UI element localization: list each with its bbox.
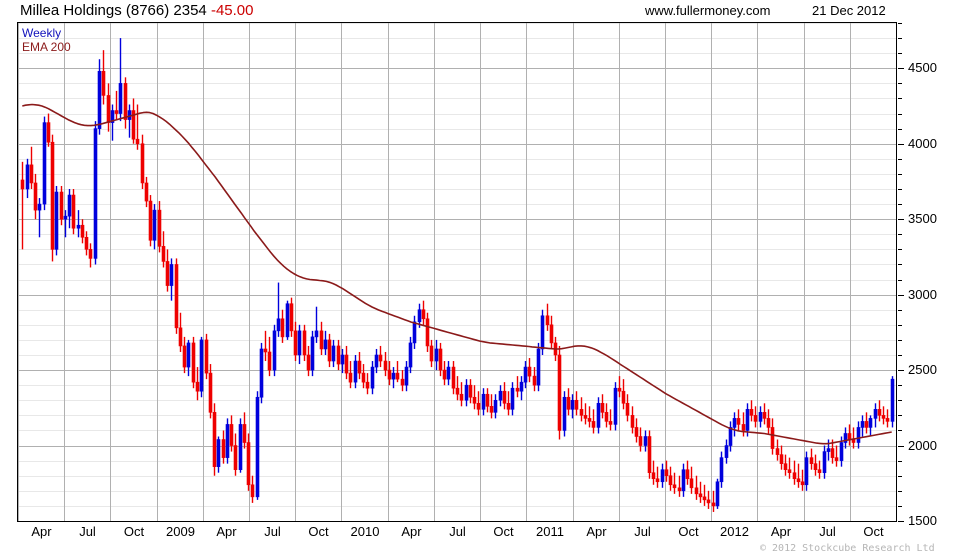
x-axis-label: Oct (308, 524, 329, 539)
y-axis-tick (898, 68, 904, 70)
legend-item-weekly: Weekly (22, 26, 62, 40)
price-change: -45.00 (210, 2, 254, 19)
y-axis-label: 4000 (908, 135, 937, 151)
x-axis-label: 2012 (720, 524, 749, 539)
x-axis-label: Jul (449, 524, 466, 539)
page-title: Millea Holdings (8766) 2354 -45.00 (20, 2, 254, 19)
y-axis-tick (898, 249, 902, 251)
x-axis-label: Apr (586, 524, 607, 539)
y-axis-tick (898, 521, 904, 522)
x-axis-label: Oct (678, 524, 699, 539)
y-axis-tick (898, 370, 904, 372)
y-axis-tick (898, 113, 902, 115)
copyright-notice: © 2012 Stockcube Research Ltd (760, 543, 935, 554)
x-axis-label: Jul (264, 524, 281, 539)
y-axis-label: 1500 (908, 513, 937, 528)
x-axis-label: Jul (634, 524, 651, 539)
y-axis-tick (898, 294, 904, 296)
chart-legend: Weekly EMA 200 (22, 26, 71, 54)
y-axis-label: 2500 (908, 362, 937, 378)
y-axis-tick (898, 53, 902, 55)
y-axis-tick (898, 264, 902, 266)
y-axis-tick (898, 128, 902, 130)
x-axis-label: 2009 (166, 524, 195, 539)
x-axis-label: Jul (819, 524, 836, 539)
y-axis-tick (898, 98, 902, 100)
y-axis-label: 2000 (908, 437, 937, 453)
x-axis-label: Jul (79, 524, 96, 539)
y-axis-tick (898, 430, 902, 432)
y-axis-tick (898, 400, 902, 402)
y-axis-tick (898, 505, 902, 507)
x-axis-label: Apr (770, 524, 792, 539)
y-axis-tick (898, 279, 902, 281)
legend-item-ema200: EMA 200 (22, 40, 71, 54)
y-axis-tick (898, 83, 902, 85)
instrument-name: Millea Holdings (8766) 2354 (20, 2, 211, 19)
x-axis-label: 2010 (350, 524, 380, 539)
x-axis: Apr Jul Oct 2009 Apr Jul Oct 2010 Apr Jul Oct 2011 A… (0, 524, 980, 544)
candlestick-canvas (18, 23, 896, 521)
y-axis-tick (898, 173, 902, 175)
x-axis-label: Apr (31, 524, 52, 539)
y-axis-tick (898, 490, 902, 492)
x-axis-label: Apr (216, 524, 237, 539)
y-axis-label: 4500 (908, 60, 937, 76)
y-axis-tick (898, 385, 902, 387)
y-axis-tick (898, 234, 902, 236)
y-axis: 4500 4000 3500 3000 2500 2000 1500 (898, 22, 980, 528)
y-axis-tick (898, 158, 902, 160)
y-axis-tick (898, 143, 904, 145)
y-axis-tick (898, 415, 902, 417)
y-axis-tick (898, 309, 902, 311)
y-axis-tick (898, 23, 902, 24)
y-axis-tick (898, 445, 904, 447)
y-axis-tick (898, 189, 902, 190)
x-axis-label: 2011 (536, 524, 564, 539)
x-axis-label: Oct (123, 524, 145, 539)
x-axis-label: Oct (493, 524, 514, 539)
y-axis-tick (898, 355, 902, 356)
x-axis-label: Apr (401, 524, 422, 539)
y-axis-tick (898, 204, 902, 206)
y-axis-tick (898, 339, 902, 341)
y-axis-tick (898, 219, 904, 221)
y-axis-tick (898, 460, 902, 462)
chart-plot-area (17, 22, 897, 522)
y-axis-label: 3000 (908, 286, 937, 302)
y-axis-label: 3500 (908, 211, 937, 227)
y-axis-tick (898, 324, 902, 326)
x-axis-label: Oct (863, 524, 884, 539)
chart-header: Millea Holdings (8766) 2354 -45.00 www.f… (0, 0, 980, 22)
source-website: www.fullermoney.com (645, 3, 771, 18)
y-axis-tick (898, 38, 902, 40)
chart-date: 21 Dec 2012 (812, 3, 886, 18)
y-axis-tick (898, 475, 902, 477)
